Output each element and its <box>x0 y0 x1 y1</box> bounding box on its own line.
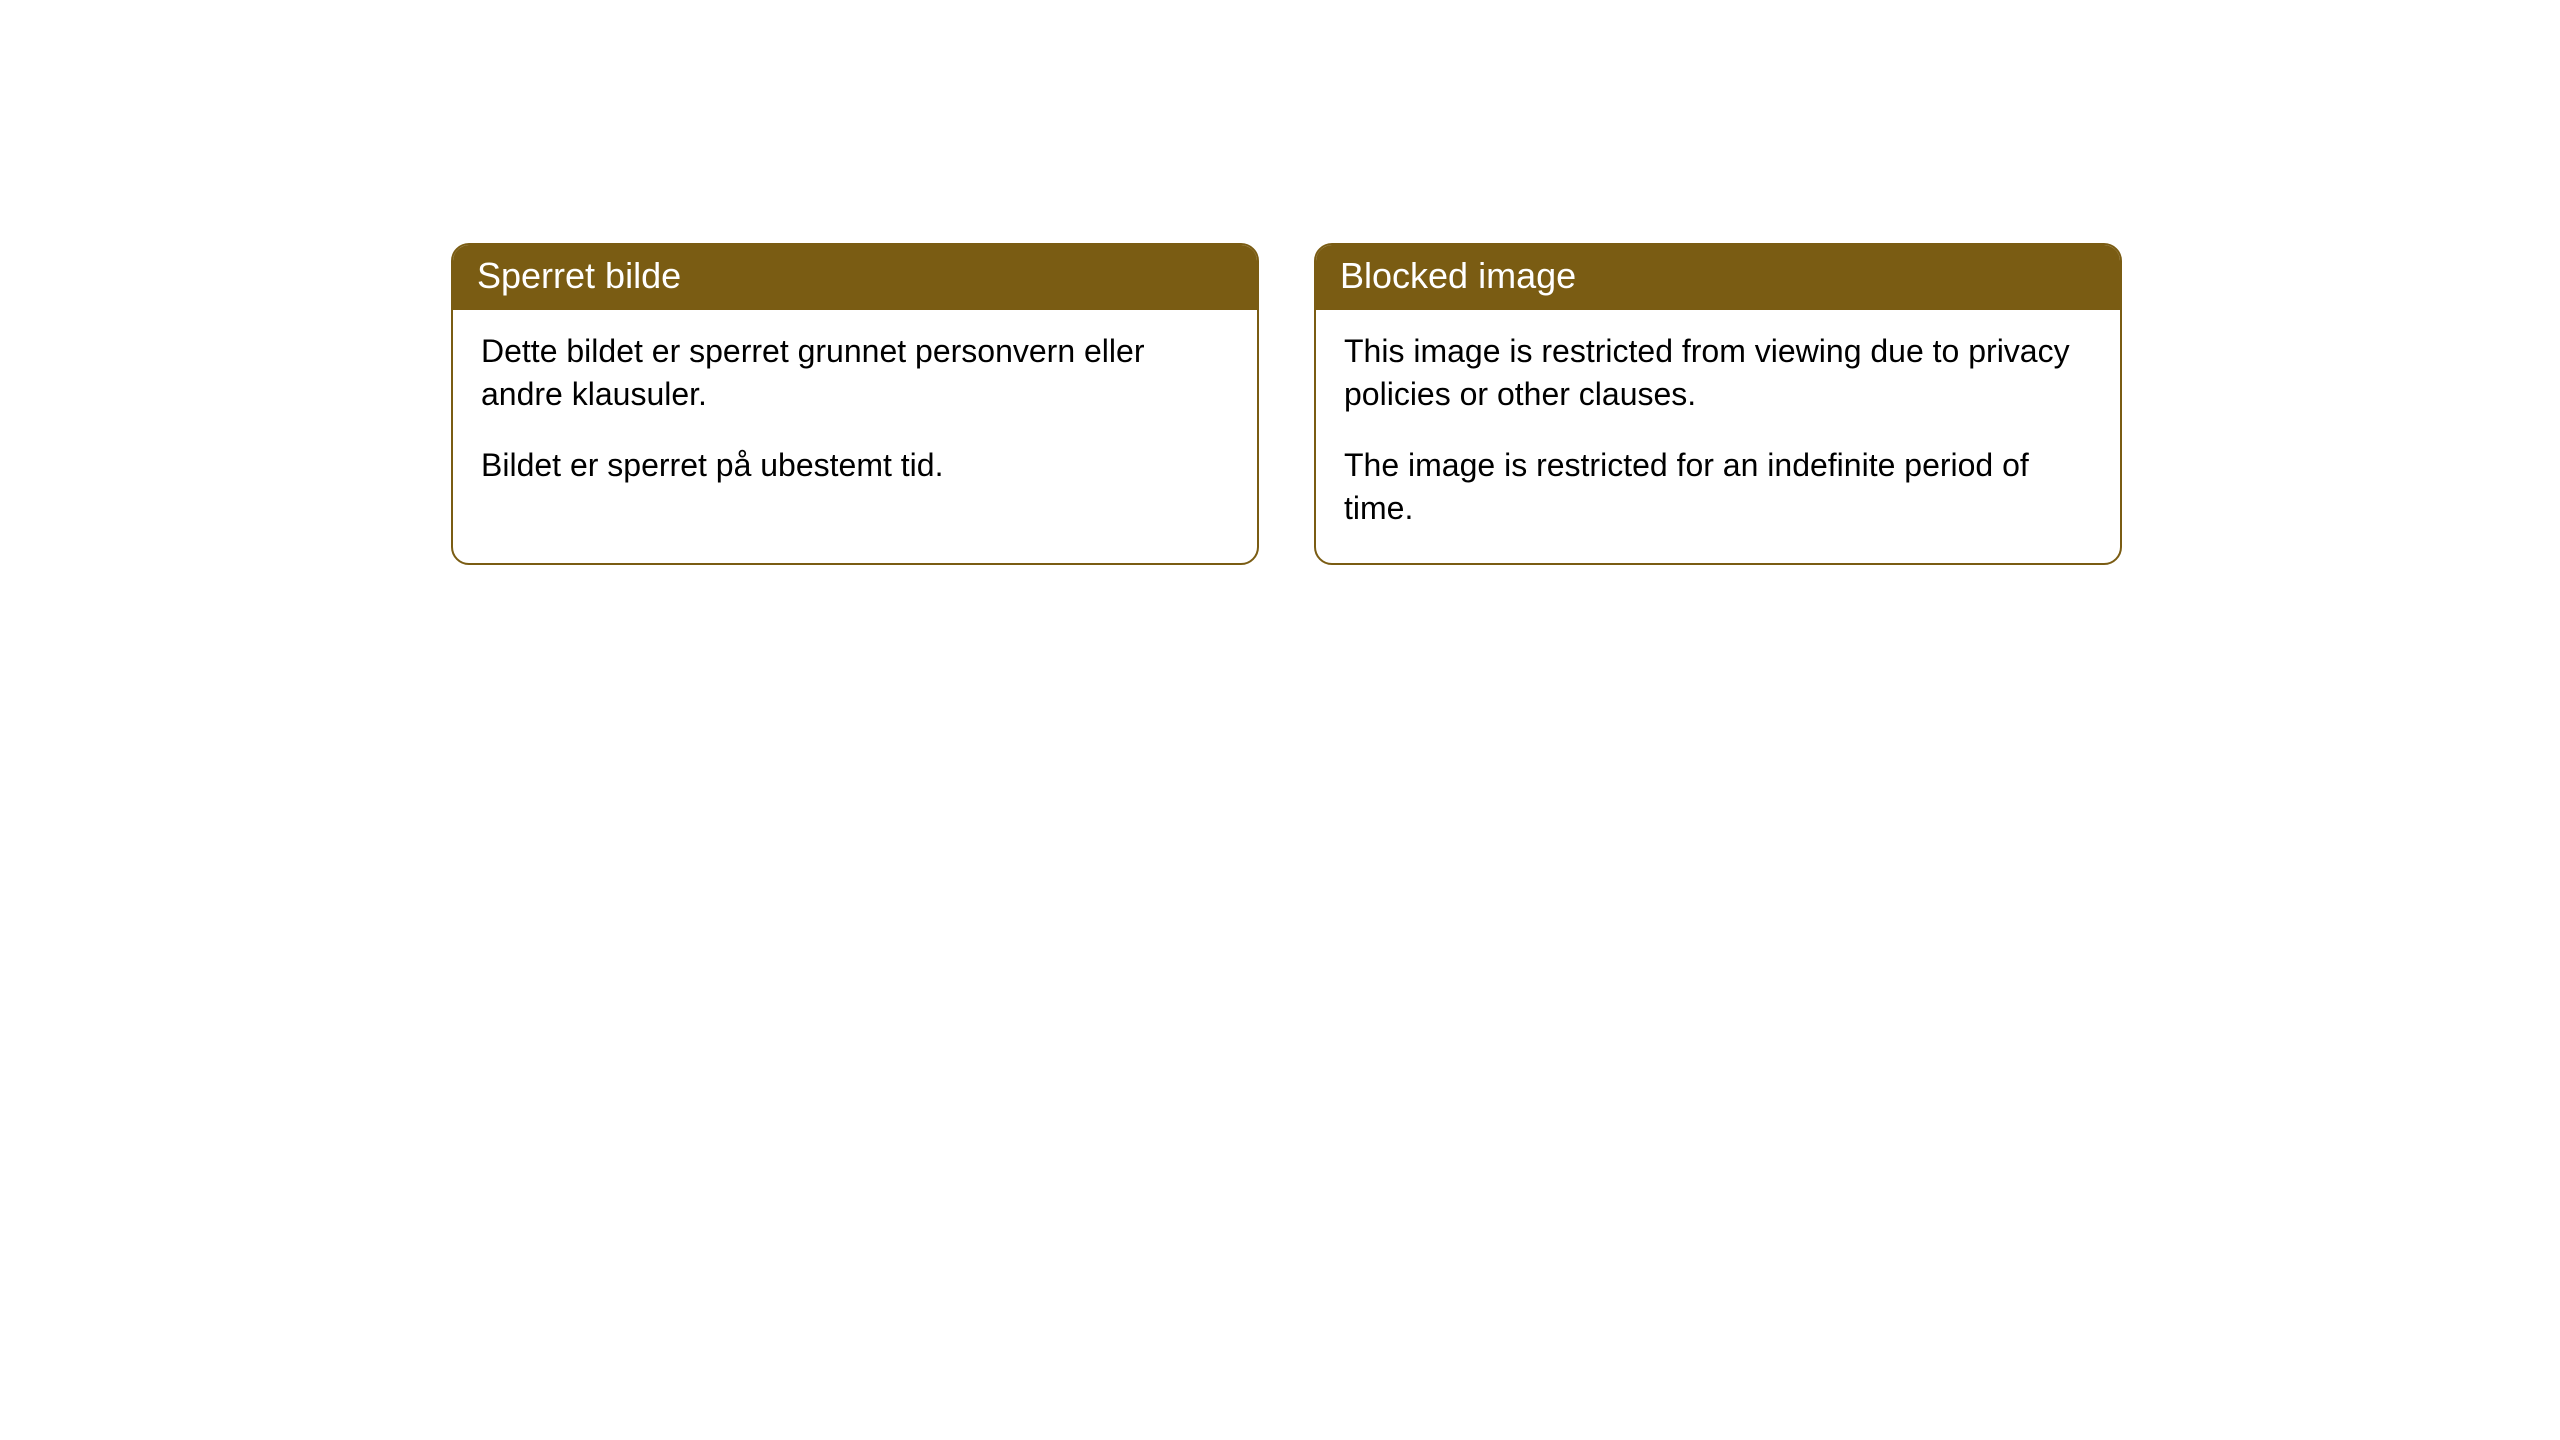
notice-cards-container: Sperret bilde Dette bildet er sperret gr… <box>451 243 2122 565</box>
card-paragraph: Dette bildet er sperret grunnet personve… <box>481 330 1229 416</box>
card-title: Blocked image <box>1316 245 2120 310</box>
card-paragraph: This image is restricted from viewing du… <box>1344 330 2092 416</box>
blocked-image-card-english: Blocked image This image is restricted f… <box>1314 243 2122 565</box>
blocked-image-card-norwegian: Sperret bilde Dette bildet er sperret gr… <box>451 243 1259 565</box>
card-paragraph: Bildet er sperret på ubestemt tid. <box>481 444 1229 487</box>
card-body: Dette bildet er sperret grunnet personve… <box>453 310 1257 520</box>
card-title: Sperret bilde <box>453 245 1257 310</box>
card-body: This image is restricted from viewing du… <box>1316 310 2120 563</box>
card-paragraph: The image is restricted for an indefinit… <box>1344 444 2092 530</box>
